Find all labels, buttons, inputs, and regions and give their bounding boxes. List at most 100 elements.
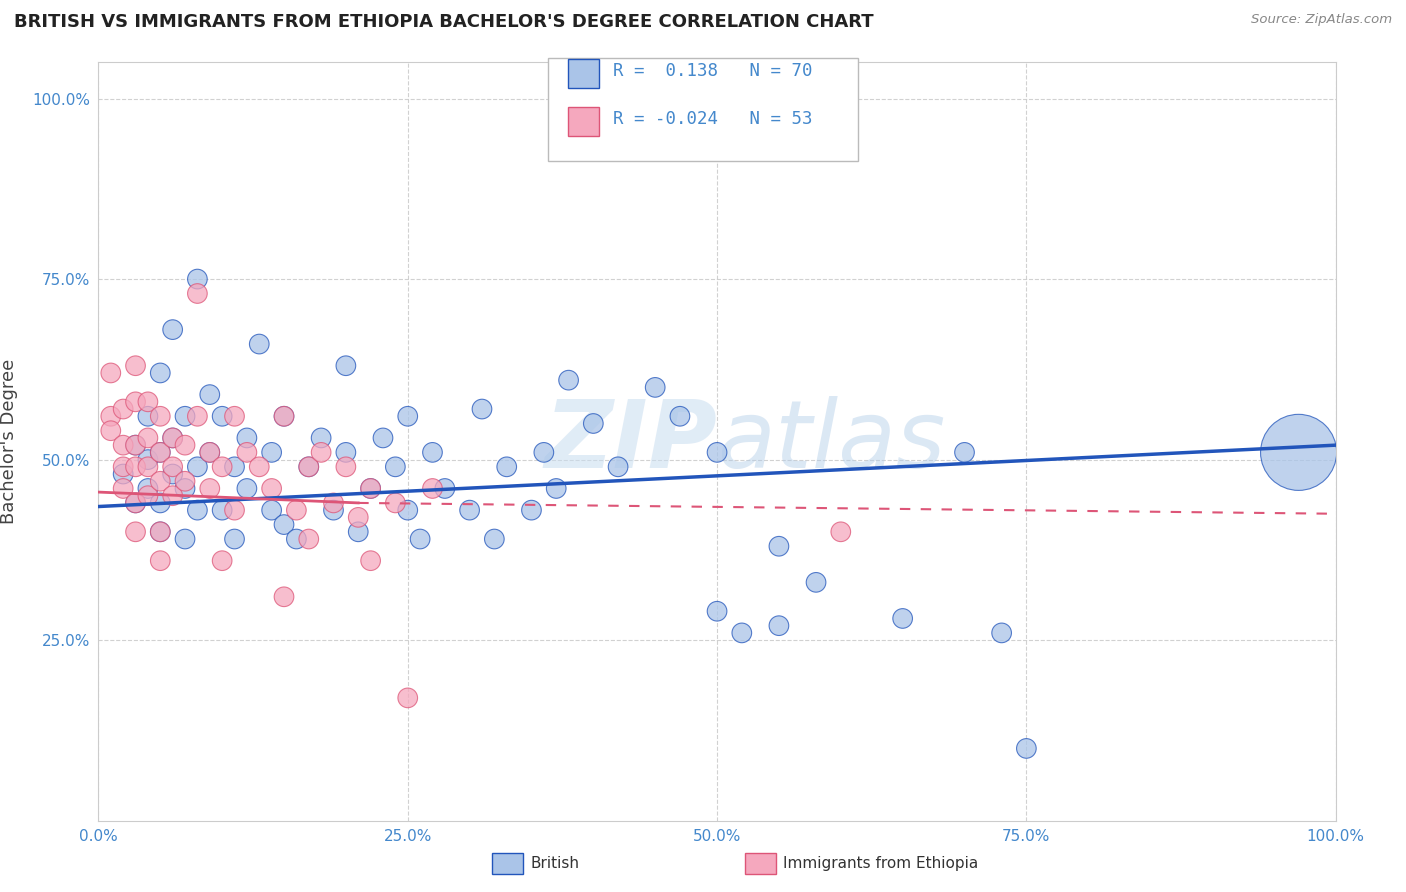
Point	[112, 402, 135, 417]
Point	[285, 503, 308, 517]
Point	[149, 445, 172, 459]
Y-axis label: Bachelor's Degree: Bachelor's Degree	[0, 359, 18, 524]
Point	[484, 532, 506, 546]
Point	[136, 482, 159, 496]
Point	[186, 286, 208, 301]
Point	[186, 272, 208, 286]
Point	[124, 459, 146, 474]
Point	[149, 496, 172, 510]
Point	[273, 517, 295, 532]
Point	[174, 532, 197, 546]
Text: atlas: atlas	[717, 396, 945, 487]
Point	[422, 445, 444, 459]
Point	[186, 503, 208, 517]
Text: Immigrants from Ethiopia: Immigrants from Ethiopia	[783, 856, 979, 871]
Point	[211, 409, 233, 424]
Point	[124, 438, 146, 452]
Point	[136, 489, 159, 503]
Point	[953, 445, 976, 459]
Point	[273, 590, 295, 604]
Point	[124, 438, 146, 452]
Point	[112, 438, 135, 452]
Point	[891, 611, 914, 625]
Text: British: British	[530, 856, 579, 871]
Point	[546, 482, 568, 496]
Point	[260, 445, 283, 459]
Point	[236, 445, 259, 459]
Point	[347, 524, 370, 539]
Point	[149, 475, 172, 489]
Point	[644, 380, 666, 394]
Point	[149, 366, 172, 380]
Point	[335, 359, 357, 373]
Point	[100, 409, 122, 424]
Point	[285, 532, 308, 546]
Point	[384, 496, 406, 510]
Point	[706, 604, 728, 618]
Point	[1015, 741, 1038, 756]
Point	[495, 459, 517, 474]
Point	[260, 503, 283, 517]
Point	[768, 618, 790, 632]
Point	[335, 445, 357, 459]
Point	[211, 554, 233, 568]
Point	[162, 459, 184, 474]
Point	[149, 524, 172, 539]
Point	[211, 503, 233, 517]
Point	[162, 431, 184, 445]
Point	[124, 496, 146, 510]
Point	[136, 452, 159, 467]
Point	[186, 409, 208, 424]
Point	[186, 459, 208, 474]
Point	[260, 482, 283, 496]
Point	[198, 387, 221, 401]
Point	[211, 459, 233, 474]
Point	[124, 496, 146, 510]
Point	[224, 459, 246, 474]
Text: Source: ZipAtlas.com: Source: ZipAtlas.com	[1251, 13, 1392, 27]
Point	[669, 409, 692, 424]
Point	[149, 524, 172, 539]
Text: BRITISH VS IMMIGRANTS FROM ETHIOPIA BACHELOR'S DEGREE CORRELATION CHART: BRITISH VS IMMIGRANTS FROM ETHIOPIA BACH…	[14, 13, 873, 31]
Point	[124, 394, 146, 409]
Point	[162, 431, 184, 445]
Point	[224, 503, 246, 517]
Point	[100, 424, 122, 438]
Point	[174, 438, 197, 452]
Point	[174, 482, 197, 496]
Point	[533, 445, 555, 459]
Point	[162, 467, 184, 481]
Point	[804, 575, 827, 590]
Point	[100, 366, 122, 380]
Point	[371, 431, 394, 445]
Point	[830, 524, 852, 539]
Point	[298, 532, 321, 546]
Point	[309, 431, 332, 445]
Point	[990, 626, 1012, 640]
Text: R =  0.138   N = 70: R = 0.138 N = 70	[613, 62, 813, 80]
Point	[607, 459, 630, 474]
Point	[520, 503, 543, 517]
Point	[236, 482, 259, 496]
Point	[198, 445, 221, 459]
Point	[247, 337, 270, 351]
Point	[706, 445, 728, 459]
Point	[298, 459, 321, 474]
Point	[136, 409, 159, 424]
Point	[273, 409, 295, 424]
Point	[224, 532, 246, 546]
Text: R = -0.024   N = 53: R = -0.024 N = 53	[613, 110, 813, 128]
Point	[409, 532, 432, 546]
Point	[360, 482, 382, 496]
Point	[360, 554, 382, 568]
Point	[149, 554, 172, 568]
Point	[124, 359, 146, 373]
Point	[174, 409, 197, 424]
Point	[582, 417, 605, 431]
Point	[1288, 445, 1310, 459]
Point	[124, 524, 146, 539]
Point	[768, 539, 790, 553]
Point	[149, 445, 172, 459]
Point	[136, 431, 159, 445]
Point	[298, 459, 321, 474]
